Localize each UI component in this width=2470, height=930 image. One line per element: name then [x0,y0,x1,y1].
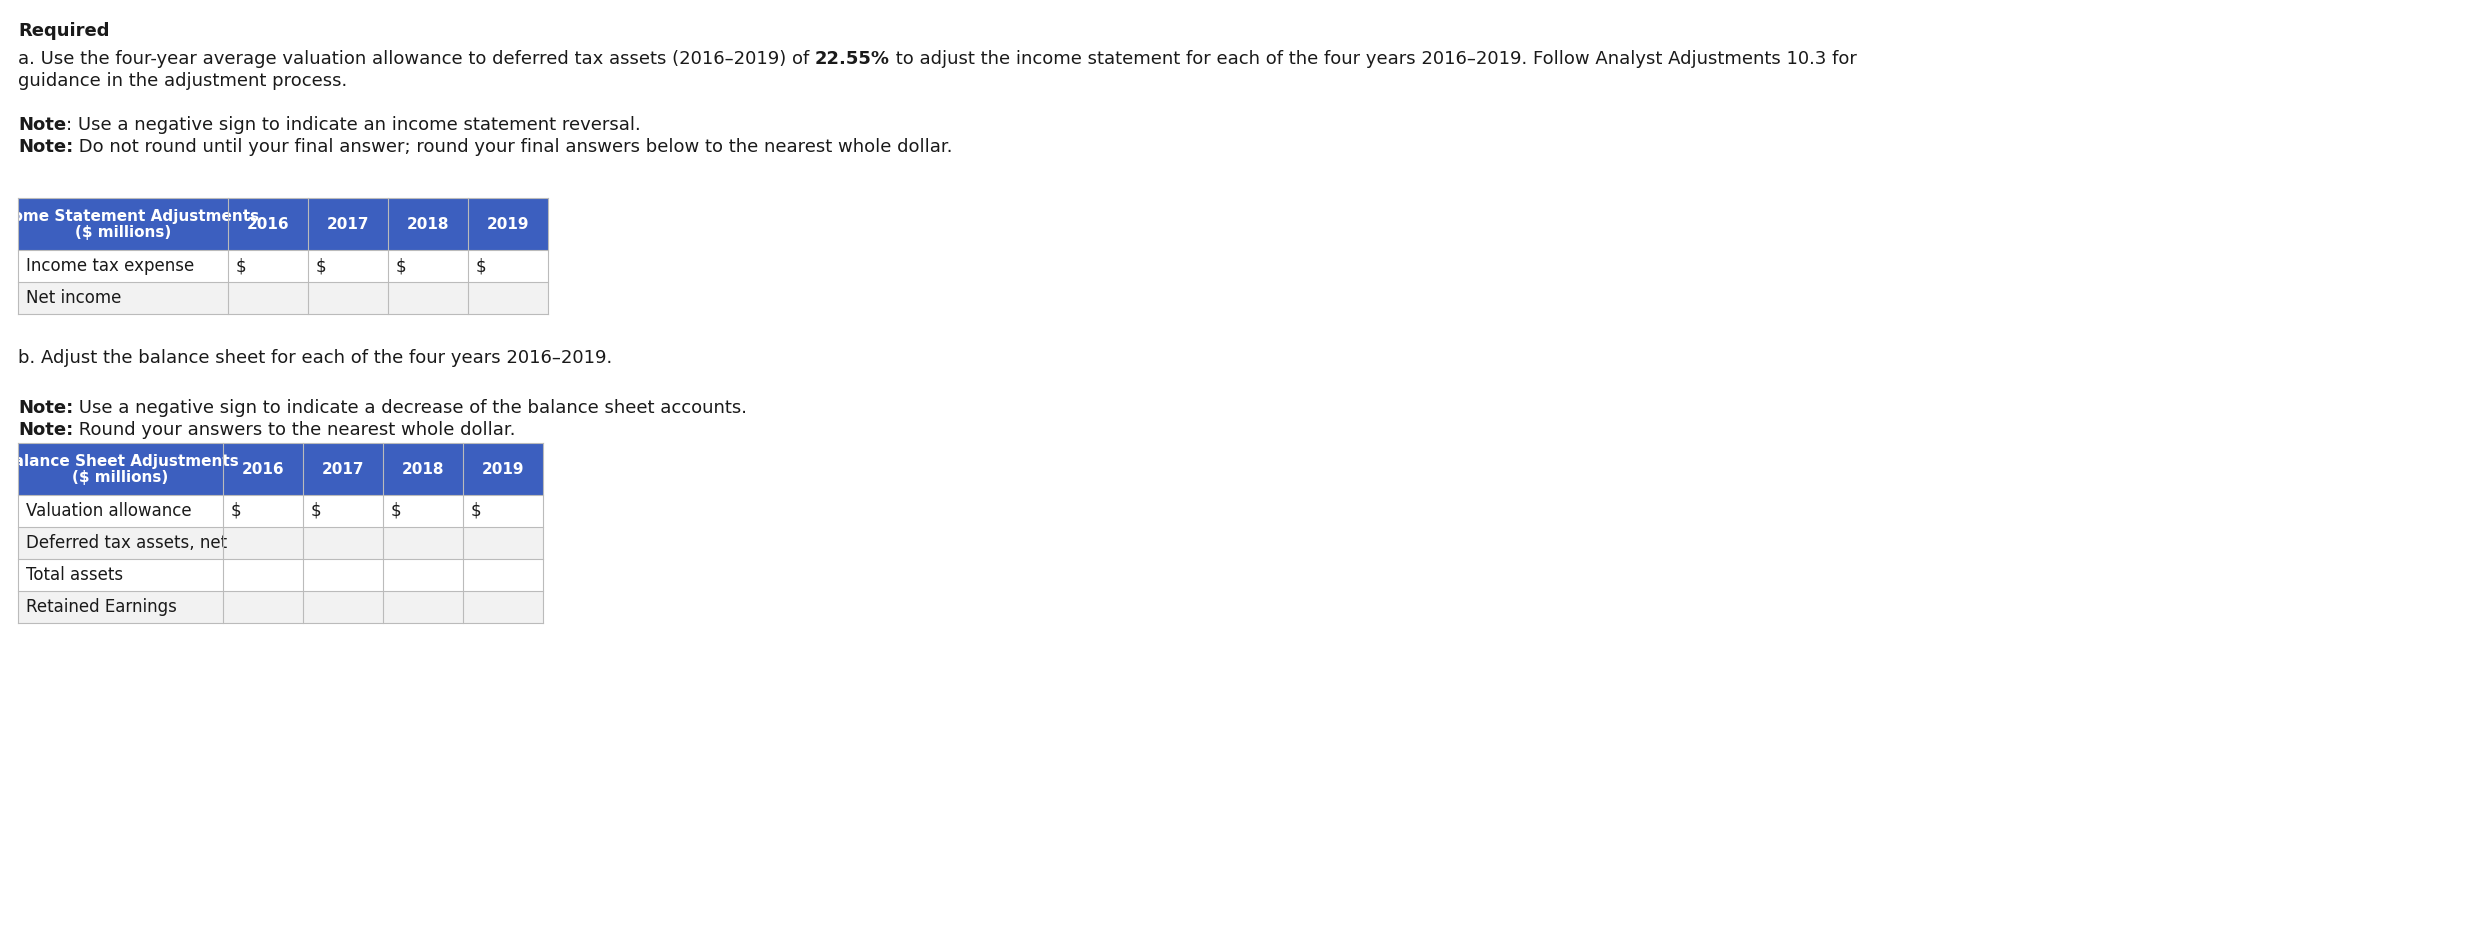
Text: 2019: 2019 [482,461,524,476]
Text: to adjust the income statement for each of the four years 2016–2019. Follow Anal: to adjust the income statement for each … [889,50,1857,68]
Bar [17,495,543,527]
Text: Note: Note [17,116,67,134]
Bar [17,559,543,591]
Text: Round your answers to the nearest whole dollar.: Round your answers to the nearest whole … [74,421,516,439]
Bar [17,282,548,314]
Text: Note:: Note: [17,399,74,417]
Bar [17,250,548,282]
Text: $: $ [311,502,321,520]
Text: Deferred tax assets, net: Deferred tax assets, net [27,534,227,552]
Text: Net income: Net income [27,289,121,307]
Text: a. Use the four-year average valuation allowance to deferred tax assets (2016–20: a. Use the four-year average valuation a… [17,50,815,68]
Text: 2016: 2016 [242,461,284,476]
Text: Income Statement Adjustments: Income Statement Adjustments [0,208,259,223]
Text: ($ millions): ($ millions) [72,470,168,485]
Text: Balance Sheet Adjustments: Balance Sheet Adjustments [2,454,240,469]
Text: Total assets: Total assets [27,566,124,584]
Text: Income tax expense: Income tax expense [27,257,195,275]
Text: 2016: 2016 [247,217,289,232]
Text: $: $ [472,502,482,520]
Text: guidance in the adjustment process.: guidance in the adjustment process. [17,72,348,90]
Text: Note:: Note: [17,138,74,156]
Text: 2019: 2019 [487,217,529,232]
Text: Required: Required [17,22,109,40]
Text: $: $ [477,257,487,275]
Text: $: $ [232,502,242,520]
Text: Retained Earnings: Retained Earnings [27,598,178,616]
Text: 2017: 2017 [326,217,368,232]
Text: ($ millions): ($ millions) [74,224,170,240]
Text: $: $ [237,257,247,275]
Bar [17,527,543,559]
Text: $: $ [316,257,326,275]
Text: 22.55%: 22.55% [815,50,889,68]
Text: 2018: 2018 [408,217,450,232]
Text: Do not round until your final answer; round your final answers below to the near: Do not round until your final answer; ro… [74,138,953,156]
Text: $: $ [395,257,408,275]
Text: Note:: Note: [17,421,74,439]
Text: b. Adjust the balance sheet for each of the four years 2016–2019.: b. Adjust the balance sheet for each of … [17,349,613,367]
Text: $: $ [390,502,403,520]
Text: 2017: 2017 [321,461,363,476]
Text: : Use a negative sign to indicate an income statement reversal.: : Use a negative sign to indicate an inc… [67,116,640,134]
Bar [17,443,543,495]
Bar [17,198,548,250]
Text: Use a negative sign to indicate a decrease of the balance sheet accounts.: Use a negative sign to indicate a decrea… [74,399,748,417]
Bar [17,591,543,623]
Text: Valuation allowance: Valuation allowance [27,502,193,520]
Text: 2018: 2018 [403,461,445,476]
